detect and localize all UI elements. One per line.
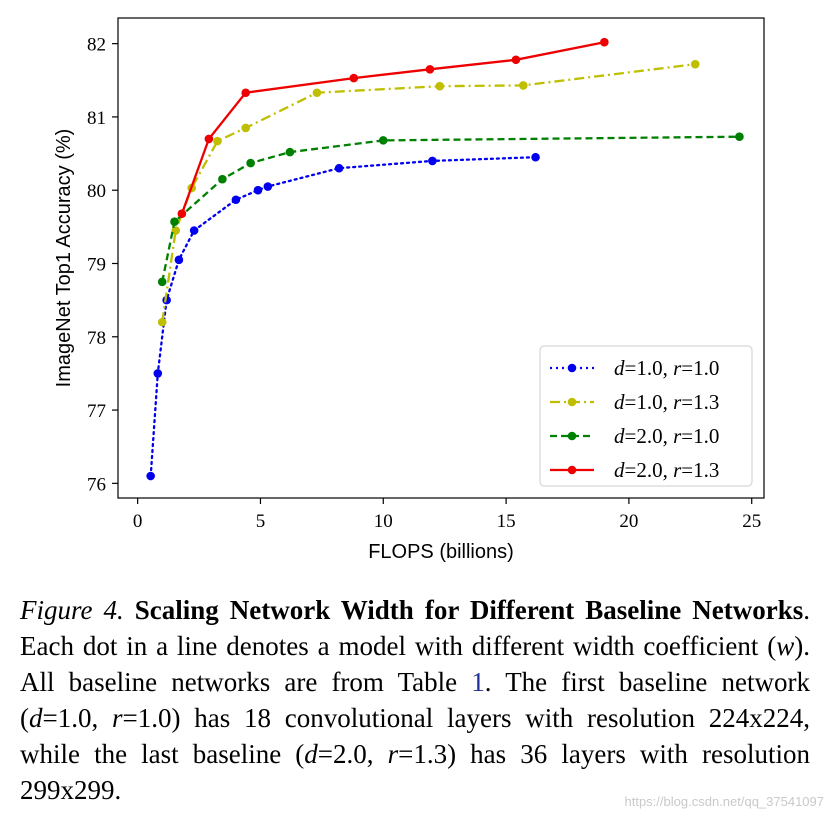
data-point	[518, 81, 528, 90]
data-point	[177, 209, 187, 218]
data-point	[334, 163, 344, 173]
legend-label: d=2.0, r=1.3	[614, 458, 719, 482]
y-tick-label: 82	[87, 35, 106, 56]
watermark: https://blog.csdn.net/qq_37541097	[624, 794, 825, 809]
legend-label-part: r	[673, 458, 682, 482]
caption-text: . Each dot in a line denotes a model wit…	[20, 595, 811, 661]
series-line	[161, 63, 696, 323]
data-point	[157, 317, 167, 327]
data-point	[157, 277, 167, 287]
legend-label-part: =1.3	[681, 458, 719, 482]
caption-text: =1.0) has 18 convolutional layers with r…	[20, 703, 811, 769]
y-tick-label: 77	[87, 401, 106, 422]
legend-label-part: =1.3	[681, 390, 719, 414]
data-point	[170, 217, 179, 227]
x-axis-label: FLOPS (billions)	[368, 541, 514, 563]
legend-label-part: r	[673, 424, 682, 448]
data-point	[312, 88, 322, 98]
data-point	[171, 226, 181, 235]
caption-var-w: w	[776, 631, 795, 661]
legend-marker	[567, 363, 577, 373]
caption-var-r: r	[387, 739, 399, 769]
caption-figure-label: Figure 4.	[20, 595, 124, 625]
caption-text: . The first baseline network (	[20, 667, 811, 733]
data-point	[531, 152, 540, 162]
legend-label-part: d	[614, 390, 625, 414]
plot-frame	[117, 17, 765, 499]
legend-label: d=2.0, r=1.0	[614, 424, 719, 448]
legend-box	[539, 345, 753, 487]
data-point	[241, 88, 251, 98]
data-point	[162, 295, 171, 305]
y-tick-label: 76	[87, 474, 106, 495]
y-tick-label: 80	[87, 181, 106, 202]
caption-title: Scaling Network Width for Different Base…	[134, 595, 804, 625]
data-point	[735, 132, 744, 142]
data-point	[425, 64, 435, 74]
data-point	[428, 156, 437, 166]
legend-label-part: =1.0,	[625, 356, 674, 380]
data-point	[349, 73, 359, 83]
y-tick-label: 79	[87, 254, 106, 275]
x-tick-label: 0	[133, 511, 143, 532]
x-tick-label: 10	[374, 511, 393, 532]
data-point	[690, 59, 700, 69]
data-point	[241, 123, 251, 133]
legend-label-part: d	[614, 458, 625, 482]
data-point	[146, 471, 155, 481]
legend-label-part: d	[614, 424, 625, 448]
data-point	[511, 55, 521, 65]
legend-label: d=1.0, r=1.3	[614, 390, 719, 414]
caption-text: =1.0,	[42, 703, 112, 733]
legend-label-part: d	[614, 356, 625, 380]
axes: 0 5 10 15 20 25 76 77 78 79 80 81 82	[87, 17, 765, 532]
legend-label-part: r	[673, 390, 682, 414]
caption-var-d: d	[304, 739, 318, 769]
data-point	[174, 255, 184, 265]
data-point	[218, 174, 227, 184]
data-point	[600, 37, 609, 47]
legend-marker	[567, 465, 577, 475]
y-axis-label: ImageNet Top1 Accuracy (%)	[53, 129, 75, 388]
legend-label-part: =2.0,	[625, 458, 674, 482]
plot-area	[146, 37, 744, 481]
legend-marker	[567, 397, 577, 407]
legend-marker	[567, 431, 577, 441]
x-tick-label: 25	[742, 511, 761, 532]
series-line	[161, 135, 740, 283]
data-point	[153, 369, 163, 378]
legend: d=1.0, r=1.0d=1.0, r=1.3d=2.0, r=1.0d=2.…	[539, 345, 753, 487]
data-point	[285, 147, 295, 157]
data-point	[213, 136, 222, 146]
chart: 0 5 10 15 20 25 76 77 78 79 80 81 82 FLOPS (billions…	[53, 17, 765, 563]
legend-label-part: =1.0	[681, 424, 719, 448]
data-point	[231, 195, 241, 205]
data-point	[189, 226, 199, 235]
series-line	[149, 156, 537, 478]
legend-label-part: =2.0,	[625, 424, 674, 448]
table-ref-link[interactable]: 1	[471, 667, 485, 697]
figure-caption: Figure 4. Scaling Network Width for Diff…	[20, 592, 810, 808]
legend-label-part: =1.0,	[625, 390, 674, 414]
caption-text: ). All baseline networks are from Table	[20, 631, 810, 697]
x-tick-label: 5	[256, 511, 266, 532]
data-point	[263, 182, 273, 191]
legend-label-part: =1.0	[681, 356, 719, 380]
caption-var-r: r	[112, 703, 123, 733]
caption-var-d: d	[29, 703, 43, 733]
data-point	[204, 134, 214, 144]
legend-label-part: r	[673, 356, 682, 380]
caption-text: =1.3) has 36 layers with resolution 299x…	[20, 739, 810, 805]
x-tick-label: 15	[497, 511, 516, 532]
data-point	[246, 158, 255, 168]
caption-text: =2.0,	[317, 739, 388, 769]
y-tick-label: 81	[87, 108, 106, 129]
data-point	[253, 185, 263, 195]
y-tick-label: 78	[87, 328, 106, 349]
legend-label: d=1.0, r=1.0	[614, 356, 719, 380]
data-point	[435, 81, 445, 91]
x-tick-label: 20	[619, 511, 638, 532]
data-point	[378, 136, 388, 145]
